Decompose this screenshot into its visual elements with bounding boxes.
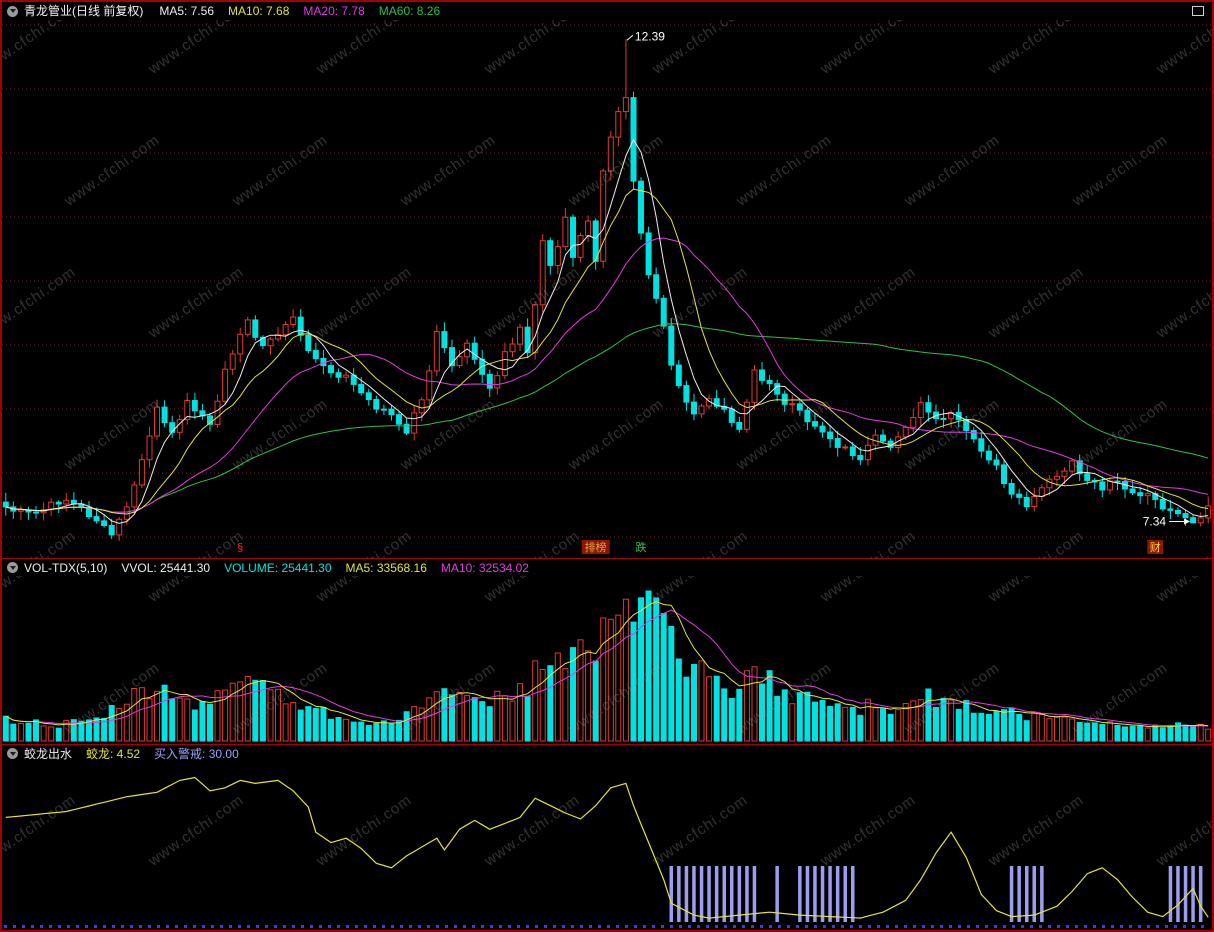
- candles: [2, 39, 1212, 541]
- indicator-name: 蛟龙出水: [24, 746, 73, 761]
- panel-collapse-icon[interactable]: [7, 5, 18, 17]
- event-marker: 跌: [636, 540, 647, 554]
- vol-ma10-value: MA10: 32534.02: [440, 560, 529, 575]
- window-restore-icon[interactable]: [1192, 6, 1204, 16]
- indicator-collapse-icon[interactable]: [7, 748, 18, 759]
- vol-ma5-value: MA5: 33568.16: [345, 560, 427, 575]
- price-gridlines: [2, 24, 1212, 538]
- volume-ma-lines: [5, 601, 1209, 728]
- indicator-value: 蛟龙: 4.52: [86, 746, 141, 761]
- indicator-panel[interactable]: [2, 762, 1212, 930]
- price-annotations: 12.39 7.34: [626, 29, 1191, 529]
- event-marker: 财: [1150, 540, 1161, 554]
- volume-bars: [2, 590, 1212, 742]
- peak-price-annotation: 12.39: [635, 29, 665, 43]
- ma60-label: MA60: 8.26: [378, 4, 441, 18]
- jiaolong-line: [5, 776, 1209, 919]
- low-price-annotation: 7.34: [1143, 515, 1167, 529]
- indicator-chart[interactable]: [2, 762, 1212, 930]
- ma10-label: MA10: 7.68: [228, 4, 290, 18]
- volume-chart[interactable]: [2, 576, 1212, 744]
- indicator-header: 蛟龙出水 蛟龙: 4.52 买入警戒: 30.00: [2, 744, 1212, 762]
- ma20-label: MA20: 7.78: [303, 4, 365, 18]
- candlestick-chart[interactable]: 12.39 7.34 § 排榜 跌 财: [2, 20, 1212, 558]
- event-marker: §: [237, 542, 243, 554]
- vvol-value: VVOL: 25441.30: [121, 560, 211, 575]
- volume-value: VOLUME: 25441.30: [224, 560, 332, 575]
- buy-alert-value: 买入警戒: 30.00: [154, 746, 239, 761]
- event-markers: § 排榜 跌 财: [237, 540, 1164, 554]
- volume-collapse-icon[interactable]: [7, 562, 18, 573]
- volume-header: VOL-TDX(5,10) VVOL: 25441.30 VOLUME: 254…: [2, 558, 1212, 576]
- volume-panel[interactable]: [2, 576, 1212, 744]
- moving-average-lines: [5, 138, 1209, 524]
- stock-title: 青龙管业(日线 前复权): [24, 4, 144, 18]
- main-chart-header: 青龙管业(日线 前复权) MA5: 7.56 MA10: 7.68 MA20: …: [2, 2, 1212, 20]
- ma5-label: MA5: 7.56: [159, 4, 215, 18]
- buy-alert-signal-bars: [669, 866, 1203, 922]
- candlestick-panel[interactable]: 12.39 7.34 § 排榜 跌 财: [2, 20, 1212, 558]
- vol-indicator-name: VOL-TDX(5,10): [24, 560, 108, 575]
- event-marker: 排榜: [585, 540, 607, 554]
